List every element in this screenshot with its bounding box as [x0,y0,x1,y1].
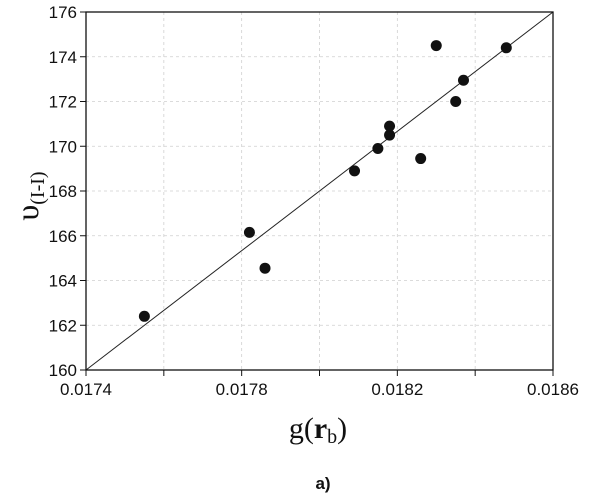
x-axis-label-sub: b [327,426,337,448]
y-axis-ticks: 160 162 164 166 168 170 172 174 176 [49,3,86,380]
data-point [372,142,384,154]
x-tick-label: 0.0186 [527,380,579,399]
y-tick-label: 170 [49,137,77,156]
y-tick-label: 164 [49,272,77,291]
y-tick-label: 168 [49,182,77,201]
x-tick-label: 0.0174 [60,380,112,399]
data-point [500,42,512,54]
y-axis-label: υ(I-I) [9,171,49,220]
y-axis-label-base: υ [9,205,45,221]
x-tick-label: 0.0182 [371,380,423,399]
y-tick-label: 162 [49,316,77,335]
x-tick-label: 0.0178 [216,380,268,399]
panel-label: a) [315,474,330,493]
data-point [457,74,469,86]
data-point [415,153,427,165]
y-tick-label: 172 [49,93,77,112]
data-point [349,165,361,177]
x-axis-label-close: ) [337,412,347,445]
x-axis-label-bold: r [314,412,327,445]
data-points [138,40,512,322]
y-tick-label: 174 [49,48,77,67]
y-tick-label: 160 [49,361,77,380]
y-axis-label-sub: (I-I) [27,171,49,204]
data-point [430,40,442,52]
x-axis-ticks: 0.0174 0.0178 0.0182 0.0186 [60,370,579,399]
y-tick-label: 166 [49,227,77,246]
data-point [259,262,271,274]
data-point [138,310,150,322]
data-point [384,129,396,141]
x-axis-label-base: g( [289,412,314,445]
fit-line [85,11,554,371]
regression-line [85,11,554,371]
data-point [243,226,255,238]
data-point [384,120,396,132]
y-tick-label: 176 [49,3,77,22]
data-point [450,96,462,107]
x-axis-label: g(rb) [289,412,347,448]
